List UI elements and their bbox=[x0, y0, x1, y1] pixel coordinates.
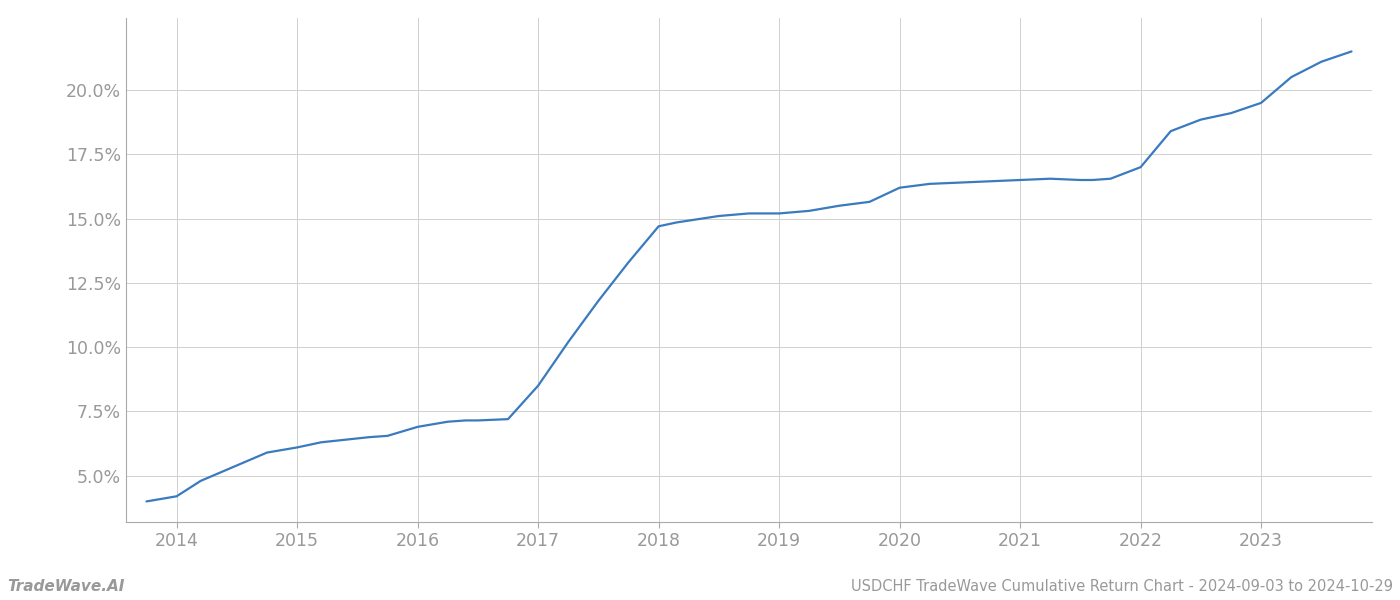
Text: USDCHF TradeWave Cumulative Return Chart - 2024-09-03 to 2024-10-29: USDCHF TradeWave Cumulative Return Chart… bbox=[851, 579, 1393, 594]
Text: TradeWave.AI: TradeWave.AI bbox=[7, 579, 125, 594]
